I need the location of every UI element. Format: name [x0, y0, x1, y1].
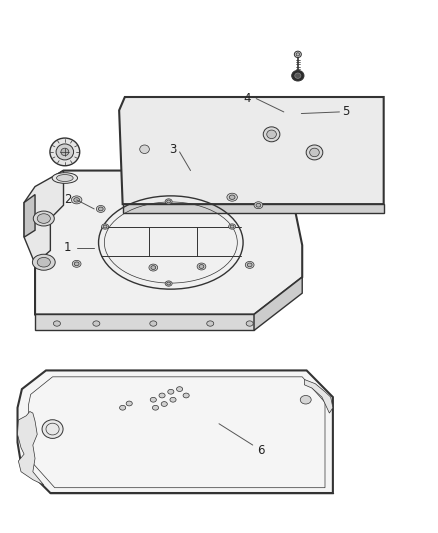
Ellipse shape: [267, 130, 276, 139]
Ellipse shape: [230, 225, 234, 228]
Ellipse shape: [167, 200, 170, 203]
Ellipse shape: [37, 214, 50, 223]
Ellipse shape: [229, 195, 235, 199]
Ellipse shape: [71, 196, 82, 204]
Ellipse shape: [33, 211, 54, 226]
Text: 6: 6: [257, 444, 265, 457]
Ellipse shape: [310, 148, 319, 157]
Ellipse shape: [151, 265, 155, 270]
Polygon shape: [119, 97, 384, 204]
Ellipse shape: [199, 264, 204, 269]
Ellipse shape: [292, 70, 304, 81]
Ellipse shape: [102, 224, 109, 229]
Ellipse shape: [140, 145, 149, 154]
Polygon shape: [35, 171, 302, 314]
Ellipse shape: [159, 393, 165, 398]
Polygon shape: [35, 314, 254, 330]
Ellipse shape: [149, 264, 158, 271]
Ellipse shape: [300, 395, 311, 404]
Ellipse shape: [96, 206, 105, 213]
Ellipse shape: [306, 145, 323, 160]
Ellipse shape: [245, 262, 254, 269]
Ellipse shape: [167, 282, 170, 285]
Ellipse shape: [52, 173, 78, 183]
Polygon shape: [18, 411, 44, 485]
Ellipse shape: [168, 389, 174, 394]
Text: 3: 3: [170, 143, 177, 156]
Ellipse shape: [93, 321, 100, 326]
Ellipse shape: [165, 199, 172, 204]
Polygon shape: [304, 379, 333, 413]
Text: 1: 1: [64, 241, 72, 254]
Ellipse shape: [56, 144, 74, 160]
Ellipse shape: [98, 207, 103, 211]
Ellipse shape: [247, 263, 252, 267]
Ellipse shape: [161, 402, 167, 406]
Polygon shape: [24, 171, 64, 264]
Ellipse shape: [150, 398, 156, 402]
Polygon shape: [123, 204, 384, 213]
Ellipse shape: [103, 225, 107, 228]
Ellipse shape: [177, 387, 183, 391]
Ellipse shape: [183, 393, 189, 398]
Ellipse shape: [207, 321, 214, 326]
Ellipse shape: [50, 138, 80, 166]
Polygon shape: [24, 195, 35, 237]
Ellipse shape: [256, 203, 261, 207]
Ellipse shape: [57, 175, 73, 181]
Ellipse shape: [246, 321, 253, 326]
Ellipse shape: [61, 148, 69, 156]
Ellipse shape: [152, 405, 159, 410]
Ellipse shape: [263, 127, 280, 142]
Polygon shape: [254, 277, 302, 330]
Ellipse shape: [294, 51, 301, 58]
Polygon shape: [18, 370, 333, 493]
Ellipse shape: [74, 262, 79, 266]
Ellipse shape: [227, 193, 237, 201]
Ellipse shape: [37, 257, 50, 267]
Ellipse shape: [229, 224, 236, 229]
Text: 2: 2: [64, 193, 72, 206]
Text: 4: 4: [244, 92, 251, 105]
Ellipse shape: [197, 263, 206, 270]
Text: 5: 5: [343, 106, 350, 118]
Ellipse shape: [72, 260, 81, 267]
Ellipse shape: [254, 201, 263, 208]
Ellipse shape: [42, 420, 63, 438]
Ellipse shape: [165, 281, 172, 286]
Ellipse shape: [296, 53, 300, 56]
Ellipse shape: [53, 321, 60, 326]
Ellipse shape: [126, 401, 132, 406]
Ellipse shape: [170, 398, 176, 402]
Ellipse shape: [120, 405, 126, 410]
Ellipse shape: [295, 73, 301, 78]
Ellipse shape: [150, 321, 157, 326]
Ellipse shape: [32, 254, 55, 270]
Ellipse shape: [74, 198, 80, 202]
